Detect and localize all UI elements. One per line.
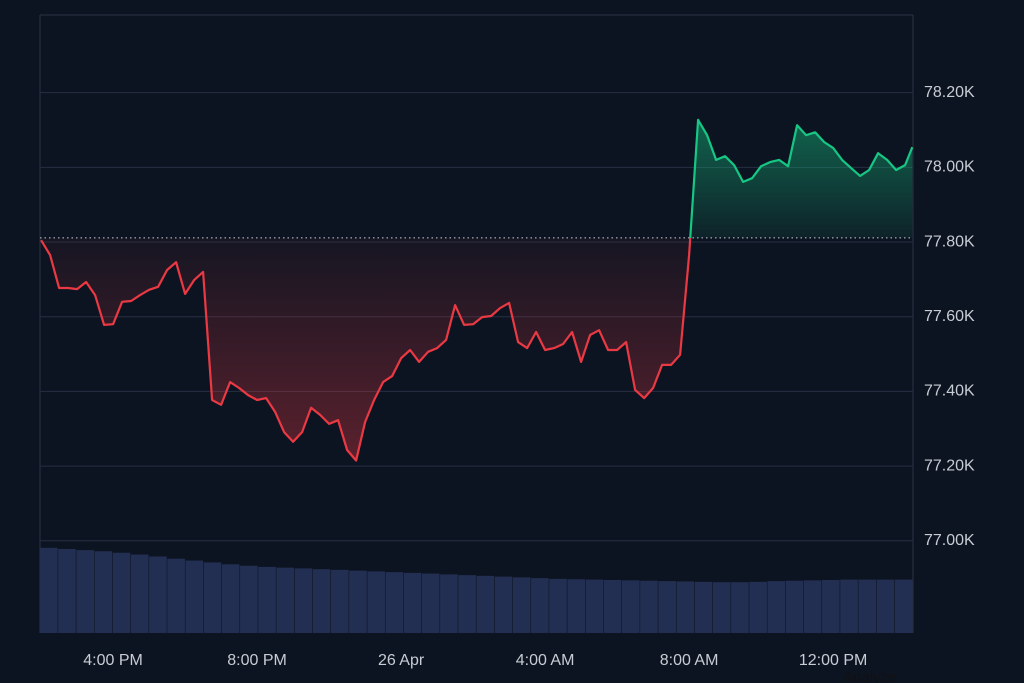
price-line (40, 118, 914, 462)
x-tick-label: 4:00 PM (83, 652, 143, 669)
volume-bar (294, 568, 313, 633)
volume-bar (494, 576, 513, 633)
volume-bar (112, 552, 131, 633)
volume-bar (658, 581, 676, 633)
area-fill (41, 119, 913, 461)
volume-bar (276, 567, 295, 633)
volume-bar (349, 570, 367, 633)
volume-bar (876, 579, 895, 633)
volume-bar (858, 579, 877, 633)
volume-bar (512, 577, 531, 633)
y-tick-label: 77.00K (924, 532, 975, 549)
volume-bar (312, 569, 331, 633)
volume-bar (749, 581, 767, 633)
analyze-button-label[interactable]: Analyze (843, 669, 896, 683)
volume-bar (458, 575, 476, 633)
y-tick-label: 78.00K (924, 159, 975, 176)
volume-bar (567, 579, 586, 633)
volume-bar (40, 547, 58, 633)
volume-bar (840, 579, 858, 633)
volume-bar (221, 564, 240, 633)
volume-bar (94, 551, 113, 633)
volume-bar (130, 554, 149, 633)
volume-bar (240, 565, 258, 633)
volume-bar (622, 580, 640, 633)
volume-bar (694, 581, 713, 633)
volume-bar (421, 573, 440, 633)
volume-bar (531, 578, 549, 633)
volume-bar (803, 580, 822, 633)
volume-bar (676, 581, 695, 633)
volume-bar (640, 580, 658, 633)
volume-bar (367, 571, 385, 633)
y-tick-label: 77.80K (924, 233, 975, 250)
y-tick-label: 77.60K (924, 308, 975, 325)
volume-bar (440, 574, 458, 633)
x-tick-label: 8:00 PM (227, 652, 287, 669)
y-tick-label: 78.20K (924, 84, 975, 101)
volume-bar (167, 558, 185, 633)
volume-bar (76, 550, 94, 633)
volume-bar (549, 578, 567, 633)
x-tick-label: 12:00 PM (799, 652, 867, 669)
volume-bar (585, 579, 604, 633)
volume-bar (58, 548, 76, 633)
volume-bar (894, 579, 913, 633)
volume-bar (822, 579, 840, 633)
x-tick-label: 4:00 AM (516, 652, 575, 669)
volume-bar (331, 569, 349, 633)
volume-bar (731, 582, 749, 633)
volume-bar (712, 582, 731, 633)
x-tick-label: 26 Apr (378, 652, 425, 669)
volume-bar (185, 560, 204, 633)
x-tick-label: 8:00 AM (660, 652, 719, 669)
volume-bar (767, 581, 786, 633)
volume-bar (403, 572, 422, 633)
volume-bar (258, 566, 276, 633)
volume-bar (785, 580, 804, 633)
volume-bar (385, 572, 404, 633)
y-tick-label: 77.40K (924, 383, 975, 400)
volume-bar (603, 579, 622, 633)
volume-bar (149, 556, 167, 633)
volume-bar (203, 562, 222, 633)
y-tick-label: 77.20K (924, 457, 975, 474)
volume-bar (476, 575, 495, 633)
